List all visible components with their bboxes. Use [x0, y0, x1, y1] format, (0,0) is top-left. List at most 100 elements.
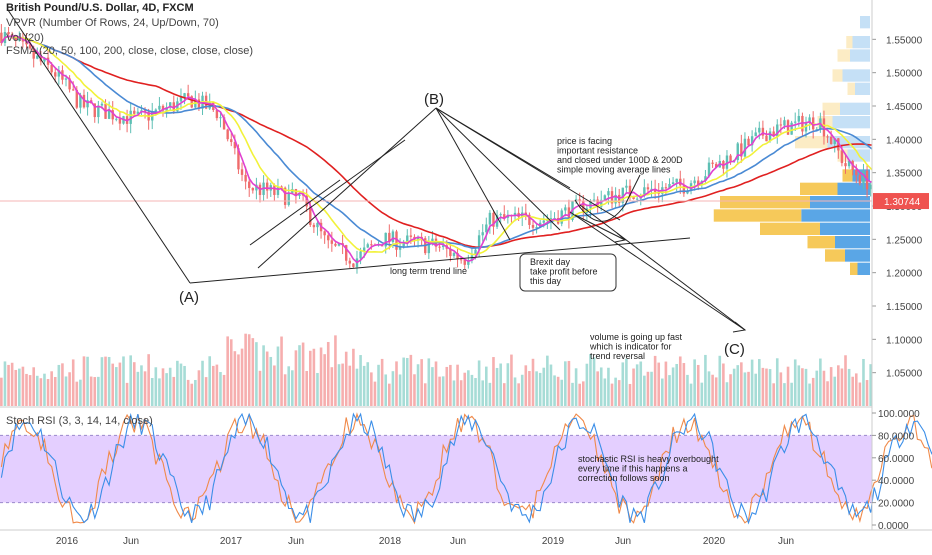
volume-bar [0, 377, 3, 406]
sma-20-line [0, 34, 872, 264]
candle-body [607, 191, 610, 196]
candle-body [840, 150, 844, 164]
time-axis-label: 2016 [56, 536, 79, 547]
volume-bar [546, 355, 549, 406]
volume-bar [736, 365, 740, 406]
volume-bar [592, 357, 596, 406]
volume-bar [125, 382, 129, 406]
volume-bar [111, 363, 115, 406]
candle-body [786, 120, 790, 135]
candle-body [776, 124, 779, 137]
candle-body [542, 220, 545, 223]
volume-bar [341, 363, 344, 406]
candle-body [43, 57, 46, 62]
volume-bar [262, 345, 265, 406]
volume-legend[interactable]: Vol (20) [6, 32, 44, 44]
volume-bar [75, 381, 79, 406]
volume-bar [168, 367, 172, 406]
volume-profile-down-bar [713, 209, 802, 222]
candle-body [0, 32, 3, 43]
volume-bar [495, 367, 499, 406]
volume-profile-down-bar [825, 249, 845, 262]
vpvr-legend[interactable]: VPVR (Number Of Rows, 24, Up/Down, 70) [6, 17, 219, 29]
candle-body [844, 163, 847, 167]
candle-body [847, 161, 851, 167]
volume-bar [467, 370, 470, 406]
candle-body [862, 170, 865, 184]
volume-bar [115, 367, 118, 406]
volume-bar [348, 365, 352, 406]
volume-bars [0, 333, 872, 406]
volume-bar [18, 368, 21, 406]
volume-bar [240, 348, 244, 406]
stoch-rsi-legend[interactable]: Stoch RSI (3, 3, 14, 14, close) [6, 415, 153, 427]
candle-body [226, 129, 229, 140]
candle-body [129, 110, 132, 124]
volume-profile-up-bar [837, 182, 870, 195]
volume-bar [283, 374, 287, 406]
candle-body [628, 185, 632, 197]
volume-bar [854, 373, 858, 406]
candle-body [309, 206, 312, 225]
volume-bar [492, 357, 495, 406]
candle-body [427, 243, 431, 254]
volume-profile-down-bar [846, 36, 853, 49]
volume-bar [316, 372, 319, 406]
volume-bar [158, 378, 161, 406]
volume-bar [312, 348, 316, 406]
volume-bar [211, 365, 215, 406]
candle-body [449, 248, 452, 257]
volume-profile-down-bar [720, 196, 810, 209]
volume-profile-up-bar [850, 49, 870, 62]
candle-body [456, 253, 459, 260]
candle-body [736, 143, 739, 161]
volume-bar [682, 363, 686, 406]
candle-body [869, 184, 872, 190]
volume-bar [793, 359, 797, 406]
volume-bar [535, 371, 538, 406]
volume-bar [743, 372, 747, 406]
sma-legend[interactable]: FSMA (20, 50, 100, 200, close, close, cl… [6, 45, 254, 57]
candle-body [136, 111, 140, 114]
volume-bar [86, 356, 89, 406]
candle-body [747, 138, 750, 146]
candle-body [115, 118, 118, 120]
candle-body [481, 232, 484, 236]
volume-bar [395, 361, 398, 406]
candle-body [675, 178, 678, 183]
volume-bar [617, 380, 621, 406]
volume-profile [713, 16, 870, 275]
volume-profile-up-bar [832, 116, 870, 129]
candle-body [499, 214, 502, 216]
volume-bar [542, 367, 546, 406]
candle-body [388, 232, 391, 243]
candle-body [21, 38, 25, 42]
volume-bar [97, 376, 100, 406]
volume-bar [140, 365, 143, 406]
candle-body [168, 102, 172, 108]
volume-bar [194, 379, 197, 406]
candle-body [765, 135, 768, 142]
rsi-axis-label: 40.0000 [878, 476, 915, 487]
candle-body [535, 227, 538, 229]
candle-body [797, 115, 801, 122]
candle-body [391, 231, 395, 243]
time-axis-label: Jun [615, 536, 631, 547]
rsi-axis-label: 0.0000 [878, 521, 909, 532]
candle-body [82, 94, 86, 108]
volume-bar [420, 359, 423, 406]
volume-bar [441, 376, 445, 406]
volume-bar [197, 370, 201, 406]
volume-bar [308, 350, 312, 406]
candle-body [513, 212, 517, 216]
candle-body [815, 129, 818, 131]
volume-bar [129, 355, 132, 406]
volume-bar [319, 347, 323, 406]
candle-body [323, 231, 326, 236]
volume-bar [754, 373, 758, 406]
volume-bar [556, 376, 560, 406]
last-price-tag [873, 193, 929, 210]
brexit-note: Brexit day take profit before this day [530, 257, 598, 286]
candle-body [621, 187, 624, 203]
